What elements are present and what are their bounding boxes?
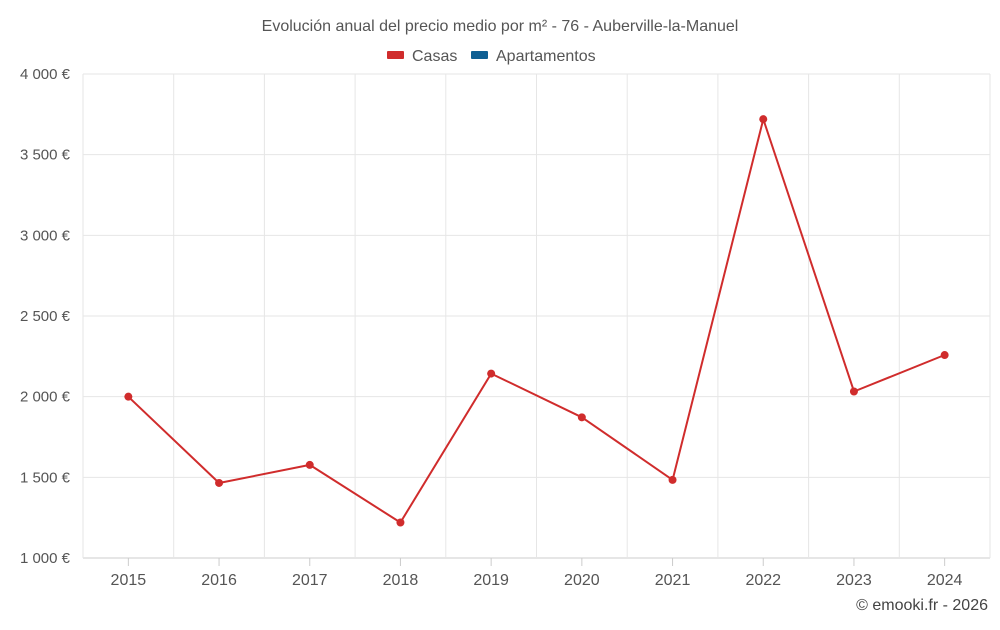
- chart-title: Evolución anual del precio medio por m² …: [262, 18, 739, 35]
- x-tick-label: 2017: [292, 572, 328, 589]
- credit-text: © emooki.fr - 2026: [856, 597, 988, 614]
- y-tick-label: 2 000 €: [20, 389, 71, 406]
- data-point[interactable]: [396, 518, 405, 527]
- data-point[interactable]: [849, 387, 858, 396]
- data-point[interactable]: [668, 475, 677, 484]
- x-tick-label: 2020: [564, 572, 600, 589]
- y-tick-label: 4 000 €: [20, 66, 71, 83]
- series-line-casas: [127, 118, 945, 524]
- data-point[interactable]: [215, 478, 224, 487]
- y-tick-label: 3 500 €: [20, 147, 71, 164]
- legend: Casas Apartamentos: [387, 48, 596, 65]
- x-tick-label: 2019: [473, 572, 509, 589]
- data-point[interactable]: [305, 460, 314, 469]
- data-point[interactable]: [124, 392, 133, 401]
- x-axis: 2015 2016 2017 2018 2019 2020 2021 2022 2023 2024: [111, 558, 963, 589]
- data-point[interactable]: [759, 115, 768, 124]
- grid: [82, 73, 991, 559]
- y-tick-label: 2 500 €: [20, 308, 71, 325]
- x-tick-label: 2016: [201, 572, 237, 589]
- x-tick-label: 2021: [655, 572, 691, 589]
- data-point[interactable]: [487, 369, 496, 378]
- x-tick-label: 2015: [111, 572, 147, 589]
- legend-label-apartamentos: Apartamentos: [496, 48, 596, 65]
- y-tick-label: 1 000 €: [20, 550, 71, 567]
- x-tick-label: 2018: [383, 572, 419, 589]
- legend-swatch-apartamentos: [471, 51, 488, 59]
- series-layer: [124, 115, 949, 527]
- x-tick-label: 2024: [927, 572, 963, 589]
- legend-label-casas: Casas: [412, 48, 457, 65]
- data-point[interactable]: [577, 413, 586, 422]
- y-tick-label: 3 000 €: [20, 227, 71, 244]
- x-tick-label: 2023: [836, 572, 872, 589]
- y-axis: 1 000 € 1 500 € 2 000 € 2 500 € 3 000 € 3 500…: [20, 66, 71, 567]
- x-tick-label: 2022: [745, 572, 781, 589]
- legend-item-casas[interactable]: Casas: [387, 48, 457, 65]
- y-tick-label: 1 500 €: [20, 469, 71, 486]
- data-point[interactable]: [940, 351, 949, 360]
- legend-swatch-casas: [387, 51, 404, 59]
- legend-item-apartamentos[interactable]: Apartamentos: [471, 48, 596, 65]
